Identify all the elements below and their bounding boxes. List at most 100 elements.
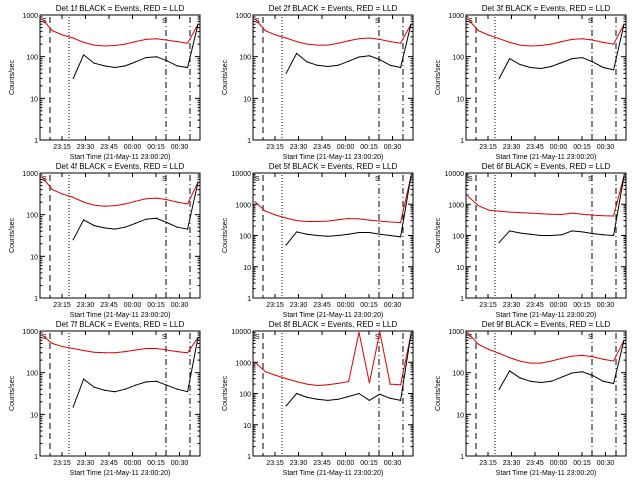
lld-point [93, 351, 95, 353]
plot-frame [465, 14, 627, 141]
y-tick-label: 1000 [235, 202, 251, 209]
lld-line [41, 176, 199, 207]
lld-point [561, 213, 563, 216]
lld-point [187, 352, 189, 354]
y-tick-label: 10000 [232, 329, 252, 336]
chart-panel-9: Det 9f BLACK = Events, RED = LLD 1 10 100 10… [435, 320, 627, 477]
events-point [145, 381, 147, 383]
events-point [187, 391, 189, 393]
lld-point [72, 196, 74, 198]
lld-point [519, 212, 521, 214]
events-point [571, 372, 573, 374]
x-tick-label: 23:15 [479, 460, 497, 467]
y-tick-label: 100 [452, 371, 464, 378]
lld-point [602, 215, 604, 217]
events-point [389, 234, 391, 237]
lld-point [400, 384, 402, 386]
x-tick-label: 23:30 [290, 460, 308, 467]
events-point [410, 23, 412, 25]
events-point [145, 218, 147, 220]
lld-point [561, 357, 563, 359]
x-tick-label: 23:30 [503, 460, 521, 467]
x-tick-label: 23:30 [290, 302, 308, 309]
events-point [93, 386, 95, 388]
y-tick-label: 1000 [22, 171, 38, 178]
x-tick-label: 23:45 [313, 460, 331, 467]
lld-point [509, 211, 511, 213]
lld-point [166, 349, 168, 351]
x-tick-label: 00:30 [171, 144, 189, 151]
events-point [135, 61, 137, 63]
lld-point [358, 218, 360, 220]
series-lld [467, 332, 625, 364]
events-point [348, 395, 350, 398]
lld-point [135, 349, 137, 351]
y-axis-label: Counts/sec [435, 217, 442, 253]
lld-point [316, 220, 318, 223]
x-tick-label: 00:00 [550, 144, 568, 151]
y-tick-label: 100 [26, 213, 38, 220]
lld-point [613, 43, 615, 45]
lld-point [275, 374, 277, 376]
events-point [285, 72, 287, 74]
events-point [296, 231, 298, 233]
x-tick-label: 00:15 [573, 460, 591, 467]
events-point [124, 388, 126, 390]
events-point [187, 66, 189, 69]
events-point [602, 234, 604, 236]
y-axis-label: Counts/sec [222, 217, 229, 253]
events-point [540, 67, 542, 70]
events-point [83, 54, 85, 56]
x-tick-label: 00:30 [384, 302, 402, 309]
lld-point [592, 356, 594, 358]
lld-point [124, 351, 126, 353]
lld-point [155, 197, 157, 199]
x-tick-label: 23:15 [53, 302, 71, 309]
lld-point [124, 43, 126, 45]
y-axis-label: Counts/sec [435, 59, 442, 95]
events-point [379, 59, 381, 61]
x-tick-label: 00:30 [171, 302, 189, 309]
lld-point [571, 38, 573, 40]
series-events [72, 181, 199, 241]
events-point [155, 217, 157, 219]
lld-point [72, 37, 74, 39]
lld-point [519, 360, 521, 362]
events-point [400, 66, 402, 69]
y-tick-label: 1 [34, 138, 38, 145]
lld-point [51, 342, 54, 345]
x-tick-label: 23:30 [503, 144, 521, 151]
chart-panel-8: Det 8f BLACK = Events, RED = LLD 1 10 100 10… [222, 320, 414, 477]
lld-point [550, 360, 552, 362]
lld-point [145, 38, 147, 40]
x-axis-label: Start Time (21-May-11 23:00:20) [70, 312, 171, 319]
y-tick-label: 100 [239, 392, 251, 399]
events-line [285, 24, 412, 74]
lld-point [176, 40, 178, 43]
lld-line [254, 18, 412, 46]
y-tick-label: 100 [452, 55, 464, 62]
events-point [540, 381, 542, 384]
lld-point [114, 44, 116, 47]
x-tick-label: 00:30 [384, 460, 402, 467]
x-tick-label: 23:45 [313, 302, 331, 309]
events-point [166, 60, 168, 62]
y-tick-label: 10 [243, 96, 251, 103]
y-tick-label: 1 [460, 454, 464, 461]
lld-point [368, 382, 370, 384]
annotation-label: S [375, 334, 380, 341]
lld-point [581, 38, 584, 40]
lld-line [467, 332, 625, 364]
lld-point [581, 354, 584, 356]
events-point [155, 380, 157, 382]
events-point [327, 235, 329, 237]
lld-point [509, 356, 511, 359]
x-tick-label: 23:15 [266, 460, 284, 467]
lld-point [327, 220, 329, 222]
lld-point [83, 201, 85, 203]
y-axis-label: Counts/sec [435, 375, 442, 411]
lld-point [602, 358, 604, 360]
y-tick-label: 1000 [448, 13, 464, 20]
lld-point [103, 352, 105, 354]
lld-point [592, 39, 594, 41]
